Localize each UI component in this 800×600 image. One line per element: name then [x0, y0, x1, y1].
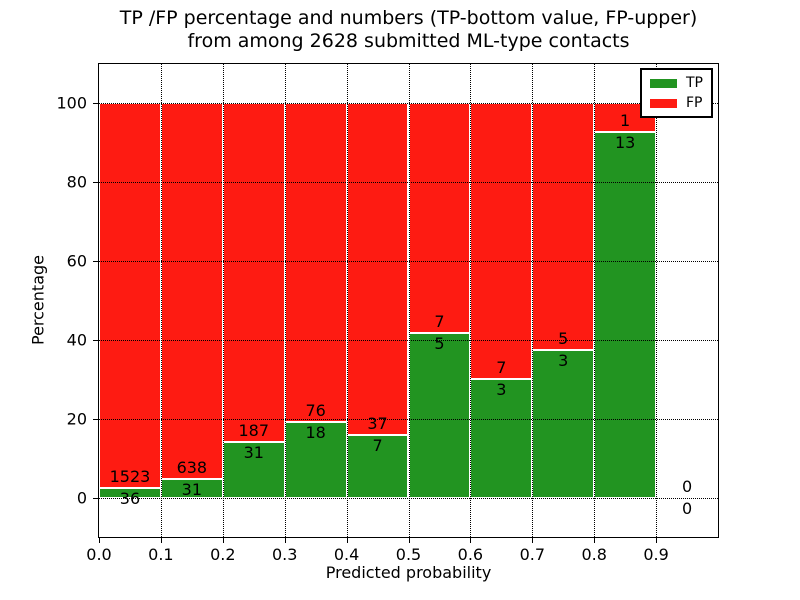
bar-segment-fp	[222, 103, 285, 442]
gridline-vertical	[470, 64, 472, 537]
x-tick-label: 0.6	[457, 545, 484, 564]
fp-count-label: 37	[367, 413, 388, 433]
x-tick-mark	[408, 537, 410, 543]
tp-count-label: 31	[243, 442, 264, 462]
x-tick-mark	[99, 537, 100, 543]
fp-count-label: 7	[434, 312, 445, 332]
y-tick-mark	[93, 418, 99, 420]
gridline-vertical	[284, 64, 286, 537]
fp-count-label: 5	[558, 328, 569, 348]
x-tick-label: 0.2	[210, 545, 236, 564]
y-tick-label: 40	[66, 330, 87, 350]
y-tick-label: 60	[66, 251, 87, 271]
legend-label-tp: TP	[686, 75, 703, 91]
x-tick-label: 0.4	[333, 545, 360, 564]
x-tick-label: 0.0	[86, 545, 112, 564]
fp-count-label: 76	[305, 401, 326, 421]
y-tick-label: 100	[56, 93, 87, 113]
bar-segment-fp	[99, 103, 161, 489]
legend-item-tp: TP	[650, 76, 703, 90]
gridline-vertical	[532, 64, 534, 537]
bar-segment-fp	[346, 103, 409, 435]
x-tick-label: 0.7	[519, 545, 546, 564]
y-tick-mark	[93, 497, 99, 499]
legend: TP FP	[640, 68, 713, 118]
plot-area: TP FP 0.0 0.1 0.2 0.3 0.4 0.5 0.6 0.7 0.8 0.9 0 20 4…	[56, 63, 719, 564]
tp-count-label: 18	[305, 423, 326, 443]
tp-count-label: 5	[434, 334, 445, 354]
bar-segment-fp	[408, 103, 471, 334]
x-tick-mark	[470, 537, 472, 543]
fp-count-label: 1523	[109, 467, 151, 487]
y-tick-label: 20	[66, 409, 87, 429]
legend-label-fp: FP	[686, 95, 703, 111]
bar-segment-fp	[470, 103, 533, 380]
bar-segment-tp	[594, 131, 657, 498]
gridline-vertical	[594, 64, 596, 537]
bar-segment-tp	[408, 333, 471, 498]
gridline-vertical	[160, 64, 162, 537]
fp-count-label: 7	[496, 358, 507, 378]
x-tick-label: 0.9	[643, 545, 669, 564]
fp-count-label: 187	[238, 420, 270, 440]
tp-count-label: 3	[558, 350, 569, 370]
x-tick-label: 0.1	[148, 545, 174, 564]
chart-title-line1: TP /FP percentage and numbers (TP-bottom…	[119, 7, 698, 29]
x-tick-label: 0.5	[395, 545, 422, 564]
gridline-vertical	[346, 64, 348, 537]
tp-count-label: 7	[372, 435, 383, 455]
bar-segment-tp	[99, 488, 161, 498]
y-tick-mark	[93, 103, 99, 105]
x-tick-label: 0.8	[581, 545, 607, 564]
tp-count-label: 13	[614, 132, 636, 152]
fp-count-label: 638	[176, 458, 208, 478]
fp-count-label: 0	[681, 476, 693, 496]
tp-count-label: 0	[681, 498, 693, 518]
legend-swatch-tp	[650, 78, 677, 88]
x-tick-label: 0.3	[271, 545, 298, 564]
bar-segment-tp	[532, 349, 595, 498]
y-tick-mark	[93, 339, 99, 341]
legend-swatch-fp	[650, 98, 677, 108]
y-tick-mark	[93, 182, 99, 184]
fp-count-label: 1	[620, 110, 631, 130]
chart-title: TP /FP percentage and numbers (TP-bottom…	[98, 7, 719, 53]
y-axis-label: Percentage	[28, 254, 48, 346]
x-tick-mark	[160, 537, 162, 543]
bar-segment-fp	[160, 103, 223, 480]
tp-count-label: 31	[181, 480, 203, 500]
x-tick-mark	[656, 537, 658, 543]
tp-count-label: 36	[119, 489, 141, 509]
legend-item-fp: FP	[650, 96, 703, 110]
chart-title-line2: from among 2628 submitted ML-type contac…	[187, 30, 630, 52]
x-tick-mark	[346, 537, 348, 543]
bar-segment-fp	[532, 103, 595, 350]
tp-count-label: 3	[496, 380, 507, 400]
x-axis-label: Predicted probability	[325, 563, 492, 582]
bar-segment-tp	[284, 422, 347, 498]
gridline-vertical	[408, 64, 410, 537]
bar-segment-tp	[222, 441, 285, 498]
y-tick-mark	[93, 261, 99, 263]
x-tick-mark	[532, 537, 534, 543]
y-tick-label: 80	[66, 172, 87, 192]
y-tick-label: 0	[76, 488, 87, 508]
x-tick-mark	[222, 537, 224, 543]
gridline-vertical	[656, 64, 658, 537]
bar-segment-fp	[284, 103, 347, 423]
x-tick-mark	[594, 537, 596, 543]
x-tick-mark	[284, 537, 286, 543]
gridline-vertical	[222, 64, 224, 537]
